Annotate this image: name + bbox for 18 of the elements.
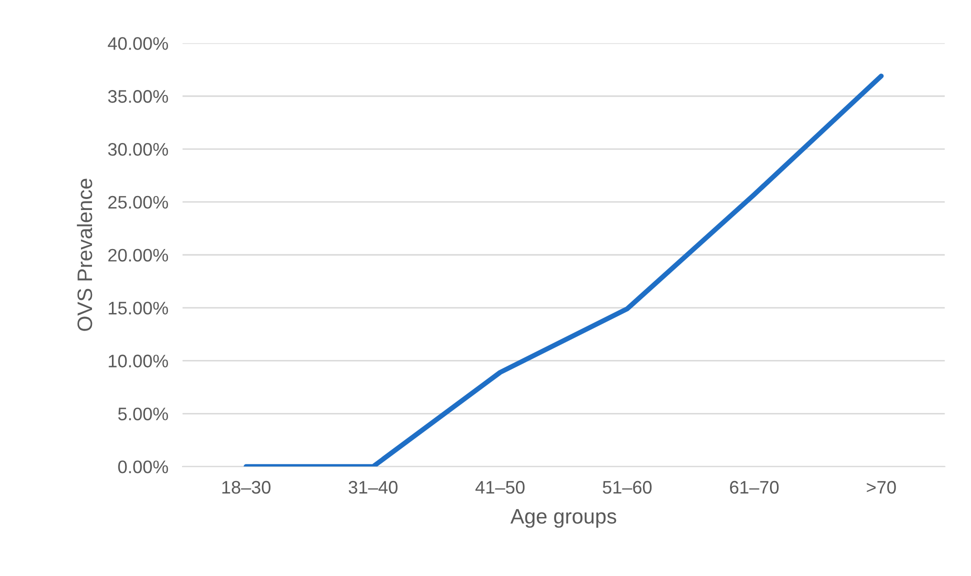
x-tick-label: 18–30 — [222, 480, 270, 494]
x-tick-label: 61–70 — [730, 480, 779, 494]
y-tick-label: 30.00% — [108, 142, 168, 156]
x-tick-label: 31–40 — [348, 480, 398, 494]
x-tick-label: 51–60 — [602, 480, 652, 494]
y-tick-label: 10.00% — [108, 354, 168, 368]
y-axis-title: OVS Prevalence — [76, 178, 92, 331]
x-axis-title: Age groups — [510, 509, 616, 528]
y-tick-label: 35.00% — [108, 90, 168, 103]
y-tick-label: 20.00% — [108, 248, 168, 262]
x-tick-label: >70 — [866, 480, 896, 494]
y-tick-label: 5.00% — [118, 408, 168, 420]
y-tick-label: 15.00% — [108, 302, 168, 315]
y-tick-label: 40.00% — [108, 37, 168, 50]
line-series — [244, 74, 884, 467]
y-tick-label: 0.00% — [118, 460, 168, 474]
y-tick-label: 25.00% — [108, 196, 168, 209]
x-tick-label: 41–50 — [475, 480, 525, 494]
